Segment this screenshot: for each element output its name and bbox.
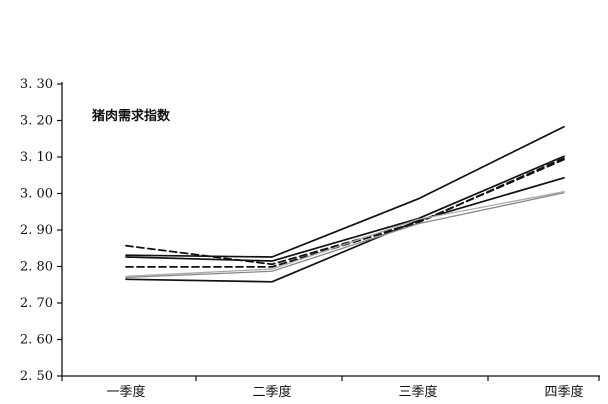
y-tick-label: 2. 50 — [20, 369, 53, 384]
x-tick-label: 二季度 — [252, 384, 291, 400]
series-line-1 — [125, 125, 565, 258]
x-tick-label: 三季度 — [398, 384, 437, 400]
y-tick-label: 3. 30 — [20, 77, 53, 92]
chart-title: 猪肉需求指数 — [91, 108, 171, 124]
series-line-2 — [125, 155, 565, 262]
y-tick-label: 2. 90 — [20, 223, 53, 238]
y-axis: 2. 50 2. 60 2. 70 2. 80 2. 90 3. 00 3. 10 3. 20… — [20, 77, 63, 384]
x-tick-label: 一季度 — [106, 384, 145, 400]
y-tick-label: 3. 10 — [20, 150, 53, 165]
series-line-5 — [125, 176, 565, 283]
series-line-3 — [125, 158, 565, 266]
series-line-7 — [125, 191, 565, 278]
y-tick-label: 3. 00 — [20, 187, 53, 202]
series-lines — [125, 125, 565, 283]
x-tick-label: 四季度 — [544, 384, 583, 400]
y-tick-label: 2. 70 — [20, 296, 53, 311]
series-line-6 — [125, 192, 565, 279]
y-tick-label: 2. 60 — [20, 333, 53, 348]
y-tick-label: 2. 80 — [20, 260, 53, 275]
x-axis: 一季度 二季度 三季度 四季度 — [61, 375, 600, 400]
y-tick-label: 3. 20 — [20, 114, 53, 129]
